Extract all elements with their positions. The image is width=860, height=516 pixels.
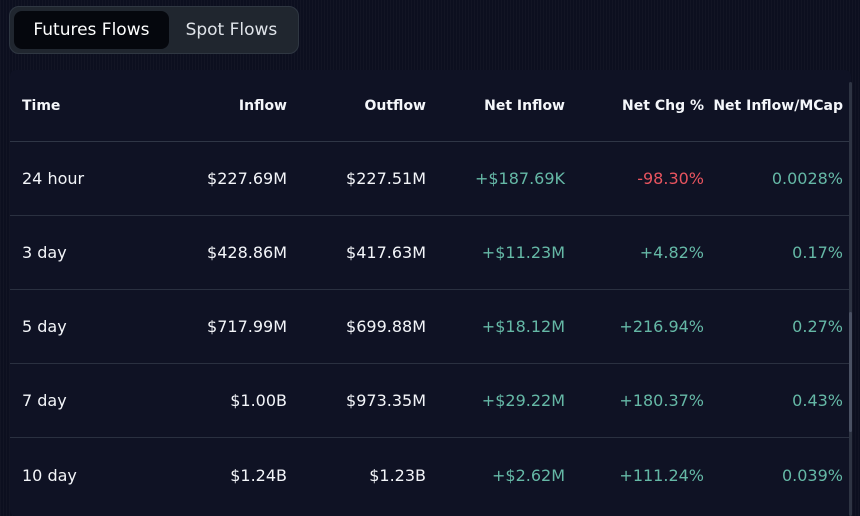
net-inflow-cell: +$2.62M [491, 465, 565, 485]
time-cell: 24 hour [22, 169, 85, 188]
outflow-cell: $417.63M [346, 243, 426, 262]
net-inflow-cell: +$187.69K [474, 169, 565, 188]
time-cell: 7 day [22, 391, 67, 410]
tab-futures-flows[interactable]: Futures Flows [14, 11, 169, 49]
net-chg-cell: +180.37% [619, 391, 704, 410]
net-chg-cell: +111.24% [619, 465, 704, 485]
header-time: Time [22, 97, 61, 114]
net-inflow-mcap-cell: 0.039% [781, 465, 843, 485]
table-row: 3 day $428.86M $417.63M +$11.23M +4.82% … [10, 216, 851, 290]
outflow-cell: $1.23B [369, 465, 426, 485]
table-header-row: Time Inflow Outflow Net Inflow Net Chg %… [10, 70, 851, 142]
header-net-inflow: Net Inflow [484, 97, 565, 114]
table-row: 7 day $1.00B $973.35M +$29.22M +180.37% … [10, 364, 851, 438]
time-cell: 10 day [22, 465, 77, 485]
inflow-cell: $428.86M [207, 243, 287, 262]
net-inflow-cell: +$11.23M [481, 243, 565, 262]
net-chg-cell: +216.94% [619, 317, 704, 336]
table-row: 5 day $717.99M $699.88M +$18.12M +216.94… [10, 290, 851, 364]
net-inflow-mcap-cell: 0.17% [792, 243, 843, 262]
flows-tab-group: Futures Flows Spot Flows [9, 6, 299, 54]
time-cell: 5 day [22, 317, 67, 336]
header-outflow: Outflow [364, 97, 427, 114]
net-inflow-mcap-cell: 0.0028% [771, 169, 843, 188]
header-inflow: Inflow [238, 97, 287, 114]
table-row: 24 hour $227.69M $227.51M +$187.69K -98.… [10, 142, 851, 216]
tab-spot-flows[interactable]: Spot Flows [185, 20, 278, 40]
header-net-inflow-mcap: Net Inflow/MCap [713, 97, 843, 114]
header-net-chg: Net Chg % [622, 97, 704, 114]
outflow-cell: $699.88M [346, 317, 426, 336]
net-inflow-mcap-cell: 0.27% [792, 317, 843, 336]
inflow-cell: $227.69M [207, 169, 287, 188]
inflow-cell: $717.99M [207, 317, 287, 336]
net-chg-cell: +4.82% [639, 243, 704, 262]
net-inflow-cell: +$29.22M [481, 391, 565, 410]
net-inflow-cell: +$18.12M [481, 317, 565, 336]
net-inflow-mcap-cell: 0.43% [792, 391, 843, 410]
scrollbar-thumb[interactable] [849, 312, 852, 432]
inflow-cell: $1.00B [230, 391, 287, 410]
time-cell: 3 day [22, 243, 67, 262]
table-row: 10 day $1.24B $1.23B +$2.62M +111.24% 0.… [10, 438, 851, 512]
inflow-cell: $1.24B [230, 465, 287, 485]
net-chg-cell: -98.30% [637, 169, 704, 188]
outflow-cell: $973.35M [346, 391, 426, 410]
outflow-cell: $227.51M [346, 169, 426, 188]
table-scrollbar[interactable] [849, 82, 852, 516]
flows-table: Time Inflow Outflow Net Inflow Net Chg %… [10, 70, 851, 516]
